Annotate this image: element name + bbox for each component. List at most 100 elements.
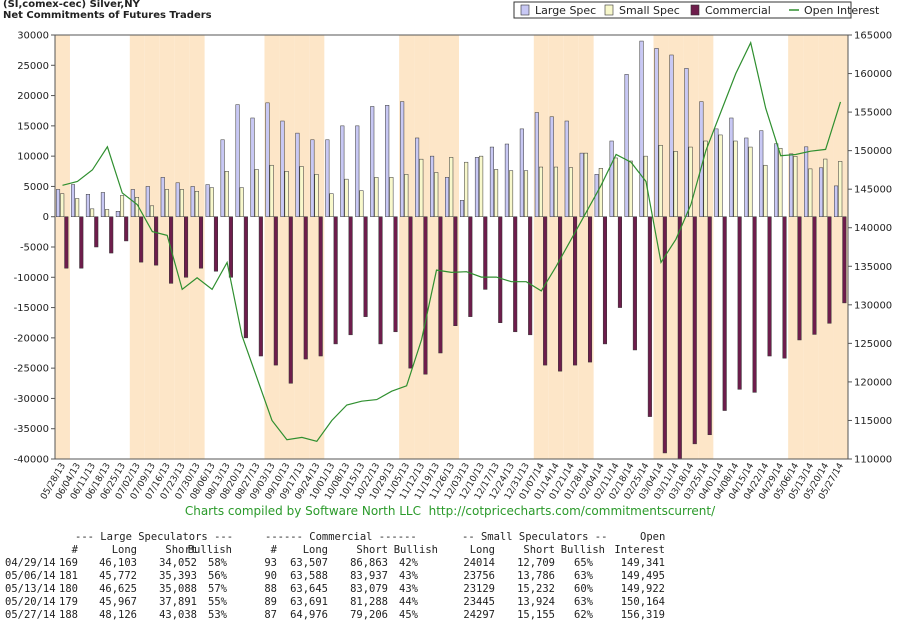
- bar: [729, 117, 734, 217]
- table-column-header: Long: [303, 544, 328, 556]
- bar: [60, 193, 65, 217]
- table-cell: 43%: [399, 570, 419, 582]
- bar: [438, 216, 443, 354]
- table-cell: 46,625: [99, 583, 137, 595]
- bar: [468, 216, 473, 317]
- bar: [179, 189, 184, 217]
- y2-tick-label: 150000: [854, 146, 892, 157]
- bar: [617, 216, 622, 308]
- bar: [804, 146, 809, 217]
- bar: [718, 134, 723, 217]
- bar: [609, 140, 614, 217]
- table-cell: 65%: [574, 557, 594, 569]
- bar: [70, 184, 76, 217]
- bar: [587, 216, 593, 363]
- table-cell: 42%: [399, 557, 419, 569]
- table-cell: 63%: [574, 596, 594, 608]
- y2-tick-label: 140000: [854, 223, 892, 234]
- y2-tick-label: 155000: [854, 108, 892, 119]
- bar: [677, 216, 682, 460]
- bar: [299, 166, 304, 217]
- table-column-header: Long: [112, 544, 137, 556]
- bar: [827, 216, 832, 324]
- month-band: [833, 35, 848, 459]
- bar: [423, 216, 428, 375]
- bar: [733, 140, 738, 217]
- y2-tick-label: 125000: [854, 339, 892, 350]
- table-cell: 149,495: [621, 570, 665, 582]
- bar: [115, 211, 120, 217]
- table-cell: 34,052: [159, 557, 197, 569]
- table-cell: 37,891: [159, 596, 197, 608]
- bar: [120, 195, 125, 217]
- bar: [239, 187, 244, 217]
- bar: [498, 216, 503, 323]
- bar: [284, 171, 289, 217]
- y-tick-label: -5000: [20, 243, 49, 254]
- table-cell: 79,206: [350, 609, 388, 620]
- bar: [359, 190, 364, 217]
- table-cell: 83,937: [350, 570, 388, 582]
- bar: [209, 187, 214, 217]
- y-tick-label: -40000: [14, 455, 49, 466]
- y2-tick-label: 130000: [854, 300, 892, 311]
- table-cell: 87: [264, 609, 277, 620]
- legend-label: Large Spec: [535, 4, 596, 17]
- bar: [90, 208, 95, 217]
- bar: [318, 216, 323, 357]
- table-cell: 62%: [574, 609, 594, 620]
- legend-label: Commercial: [705, 4, 771, 17]
- bar: [145, 186, 150, 217]
- y2-tick-label: 160000: [854, 69, 892, 80]
- bar: [220, 139, 225, 217]
- table-cell: 63,645: [290, 583, 328, 595]
- table-column-header: Bullish: [561, 544, 605, 556]
- table-cell: 181: [59, 570, 78, 582]
- table-cell: 188: [59, 609, 78, 620]
- bar: [385, 105, 390, 217]
- bar: [583, 152, 588, 217]
- bar: [549, 116, 554, 217]
- table-cell: 13,924: [517, 596, 555, 608]
- legend-box: [513, 1, 852, 19]
- bar: [598, 168, 603, 217]
- bar: [408, 216, 413, 369]
- table-column-header: Bullish: [394, 544, 438, 556]
- bar: [789, 153, 794, 217]
- table-cell: 04/29/14: [5, 557, 56, 569]
- bar: [523, 170, 529, 217]
- table-cell: 93: [264, 557, 277, 569]
- bar: [194, 191, 199, 217]
- table-cell: 24014: [463, 557, 495, 569]
- bar: [763, 164, 768, 217]
- table-group-header: --- Large Speculators ---: [75, 531, 233, 543]
- table-cell: 63,588: [290, 570, 328, 582]
- y-tick-label: -15000: [14, 303, 49, 314]
- table-cell: 23445: [463, 596, 495, 608]
- bar: [573, 216, 578, 366]
- bar: [355, 125, 360, 217]
- bar: [489, 146, 494, 217]
- bar: [479, 155, 484, 217]
- y2-tick-label: 135000: [854, 262, 892, 273]
- bar: [164, 189, 169, 217]
- bar: [288, 216, 293, 384]
- bar: [280, 120, 285, 217]
- table-column-header: Short: [165, 544, 197, 556]
- bar: [793, 156, 798, 217]
- y-tick-label: -20000: [14, 333, 49, 344]
- bar: [673, 151, 678, 217]
- y-tick-label: -30000: [14, 394, 49, 405]
- bar: [823, 158, 828, 217]
- bar: [105, 209, 110, 217]
- table-cell: 58%: [208, 557, 228, 569]
- bar: [534, 112, 539, 217]
- bar: [834, 185, 839, 217]
- y-tick-label: 30000: [17, 31, 49, 42]
- table-cell: 88: [264, 583, 277, 595]
- bar: [389, 177, 394, 217]
- month-band: [159, 35, 175, 459]
- bar: [699, 101, 704, 217]
- bar: [109, 216, 114, 254]
